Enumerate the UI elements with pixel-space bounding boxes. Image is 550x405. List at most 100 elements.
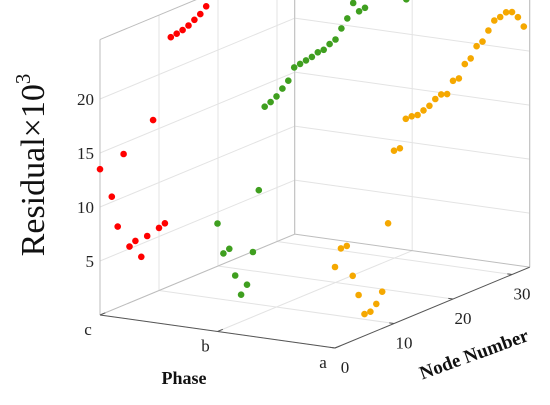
box-edge <box>99 233 295 316</box>
data-point-c <box>120 150 127 158</box>
data-point-b <box>349 0 357 7</box>
data-point-a <box>426 102 433 110</box>
data-point-a <box>408 113 416 120</box>
data-point-c <box>143 232 151 240</box>
data-point-b <box>237 291 245 299</box>
data-point-b <box>226 245 233 253</box>
data-point-a <box>367 308 374 316</box>
data-point-a <box>355 291 362 299</box>
data-point-c <box>155 224 163 232</box>
data-point-a <box>437 91 445 98</box>
data-point-b <box>231 272 239 279</box>
phase-tick-label: c <box>84 320 92 339</box>
phase-tick-label: b <box>201 337 210 356</box>
data-point-c <box>138 253 145 261</box>
data-point-b <box>302 57 310 64</box>
data-point-a <box>396 145 404 152</box>
data-point-b <box>214 220 221 227</box>
data-point-c <box>197 10 204 18</box>
residual-axis-label-exponent: 3 <box>11 74 35 85</box>
data-point-b <box>320 46 328 54</box>
data-point-b <box>326 40 333 48</box>
data-point-a <box>390 147 398 154</box>
residual-tick-label: 15 <box>77 144 94 163</box>
data-point-a <box>378 288 386 296</box>
data-point-b <box>243 281 251 289</box>
data-point-a <box>414 111 421 119</box>
data-point-b <box>361 4 369 12</box>
data-point-a <box>479 38 486 45</box>
data-point-b <box>338 25 345 32</box>
residual-axis-label: Residual×103 <box>11 74 52 257</box>
tick-labels: c b a 0 10 20 30 5 10 15 20 <box>77 90 531 377</box>
node-axis-label: Node Number <box>417 325 532 384</box>
phase-tick-mark <box>334 345 341 349</box>
data-point-a <box>520 23 528 30</box>
data-point-a <box>343 242 351 250</box>
left-wall-gridline <box>99 125 295 208</box>
floor-gridline <box>158 290 395 324</box>
node-tick-mark <box>507 273 513 275</box>
data-point-c <box>108 193 116 200</box>
node-tick-mark <box>330 346 336 349</box>
right-wall-gridline <box>294 71 530 106</box>
residual-axis-label-text: Residual×10 <box>15 84 52 256</box>
floor-gridline <box>276 241 513 275</box>
residual-tick-label: 5 <box>86 252 95 271</box>
data-point-b <box>403 0 410 3</box>
data-point-c <box>179 26 186 34</box>
node-tick-label: 10 <box>396 334 413 353</box>
data-point-a <box>373 300 380 308</box>
data-point-a <box>502 9 510 16</box>
data-point-a <box>473 42 480 50</box>
node-tick-label: 20 <box>455 309 472 328</box>
data-point-b <box>344 15 351 22</box>
data-point-b <box>290 64 298 71</box>
phase-axis-label-group: Phase <box>162 368 207 388</box>
data-point-b <box>267 98 274 106</box>
data-point-a <box>455 75 463 82</box>
data-point-b <box>355 8 363 15</box>
data-point-a <box>337 245 345 252</box>
data-point-b <box>314 49 322 56</box>
data-point-c <box>191 16 198 24</box>
right-wall-gridline <box>294 125 530 160</box>
phase-tick-mark <box>99 312 106 316</box>
data-point-a <box>496 13 504 21</box>
data-point-c <box>202 3 210 10</box>
box-edge <box>294 233 530 268</box>
data-point-c <box>132 237 139 245</box>
node-tick-label: 30 <box>514 285 531 304</box>
data-point-a <box>420 107 427 114</box>
data-point-c <box>185 22 192 29</box>
floor-gridline <box>217 250 413 332</box>
data-point-b <box>279 85 286 92</box>
data-point-a <box>491 17 498 24</box>
residual-axis-label-group: Residual×103 <box>11 74 52 257</box>
floor-gridline <box>217 265 454 300</box>
data-point-b <box>261 103 269 110</box>
data-point-a <box>449 77 457 85</box>
data-point-c <box>161 220 169 227</box>
data-point-a <box>514 13 522 21</box>
data-point-a <box>508 8 516 16</box>
data-point-a <box>402 115 410 123</box>
left-wall-gridline <box>99 17 295 100</box>
data-point-a <box>461 60 469 68</box>
data-point-a <box>432 95 439 103</box>
data-points <box>96 0 528 318</box>
node-axis-label-group: Node Number <box>417 325 532 384</box>
residual-tick-label: 20 <box>77 90 94 109</box>
data-point-a <box>485 27 492 34</box>
data-point-b <box>249 248 257 256</box>
data-point-a <box>331 263 339 271</box>
data-point-a <box>361 310 368 318</box>
data-point-b <box>285 77 292 84</box>
data-point-c <box>126 243 133 250</box>
data-point-a <box>443 90 451 98</box>
phase-tick-label: a <box>319 353 327 372</box>
data-point-b <box>308 53 316 61</box>
left-wall-gridline <box>99 71 295 154</box>
node-tick-mark <box>448 297 454 300</box>
